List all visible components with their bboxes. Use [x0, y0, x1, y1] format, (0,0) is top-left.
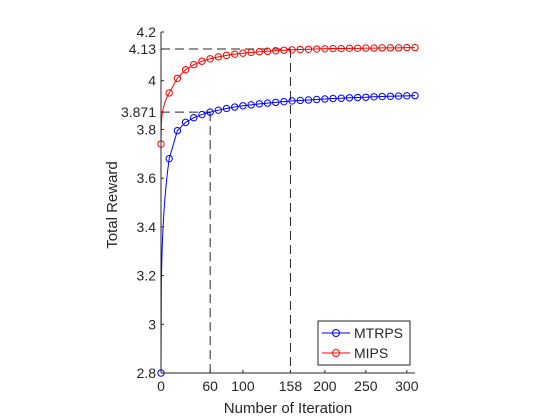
- y-tick-label-1: 3: [148, 316, 156, 332]
- series-1-point-8: [222, 51, 231, 60]
- legend-marker-1: [332, 349, 340, 357]
- series-1-point-25: [362, 44, 370, 52]
- series-1-point-14: [272, 47, 280, 55]
- y-tick-label-9: 4.2: [137, 24, 157, 40]
- series-1-point-3: [181, 66, 190, 74]
- series-0-point-29: [394, 92, 403, 100]
- series-1-point-5: [198, 57, 206, 65]
- series-0-point-22: [337, 94, 345, 102]
- x-tick-label-3: 158: [279, 378, 303, 394]
- series-0-point-10: [239, 102, 247, 110]
- series-0: [157, 91, 419, 377]
- series-0-point-14: [272, 98, 280, 107]
- series-1-point-1: [165, 89, 173, 97]
- series-0-point-9: [231, 103, 239, 111]
- series-0-point-15: [280, 97, 288, 106]
- series-layer: [157, 43, 419, 377]
- series-1-point-24: [353, 44, 362, 53]
- series-1-point-11: [247, 48, 255, 57]
- axes: [160, 32, 415, 374]
- series-0-point-21: [329, 94, 337, 103]
- series-0-point-6: [206, 108, 214, 116]
- y-tick-label-3: 3.4: [137, 219, 157, 235]
- x-tick-label-4: 200: [313, 378, 337, 394]
- y-axis-label: Total Reward: [104, 161, 121, 249]
- series-0-point-25: [362, 93, 370, 101]
- series-0-point-7: [214, 106, 223, 114]
- y-tick-label-7: 4: [148, 73, 156, 89]
- series-0-point-27: [378, 92, 386, 101]
- series-0-point-30: [403, 92, 411, 100]
- series-1-point-29: [394, 44, 403, 52]
- x-tick-label-2: 100: [231, 378, 255, 394]
- y-tick-label-5: 3.8: [137, 121, 157, 137]
- ticks: 0 60 100 158 200 250 300 2.8 3 3.2 3.4 3.6 3.83.871 4…: [121, 24, 419, 394]
- series-0-point-5: [198, 110, 206, 119]
- legend: MTRPS MIPS: [317, 320, 411, 366]
- series-0-point-4: [190, 114, 198, 122]
- series-1-point-18: [304, 45, 313, 53]
- y-tick-label-6: 3.871: [121, 104, 156, 120]
- series-0-point-1: [165, 154, 173, 163]
- x-tick-label-6: 300: [395, 378, 419, 394]
- x-tick-label-0: 0: [157, 378, 165, 394]
- series-0-point-17: [296, 96, 304, 105]
- y-tick-label-4: 3.6: [137, 170, 157, 186]
- series-0-point-28: [386, 92, 395, 101]
- series-1-point-28: [386, 44, 395, 52]
- series-1-point-13: [263, 47, 272, 55]
- series-0-point-11: [247, 101, 255, 109]
- series-0-point-12: [255, 100, 264, 108]
- y-tick-label-0: 2.8: [137, 365, 157, 381]
- reference-lines: [161, 48, 291, 373]
- series-0-point-3: [181, 118, 190, 127]
- series-1-point-31: [411, 43, 419, 52]
- y-tick-label-2: 3.2: [137, 268, 157, 284]
- series-0-point-13: [263, 99, 272, 107]
- legend-marker-0: [332, 329, 340, 337]
- series-1: [157, 43, 419, 148]
- series-1-point-12: [255, 48, 264, 56]
- x-tick-label-5: 250: [354, 378, 378, 394]
- series-0-point-19: [312, 95, 321, 104]
- series-1-point-2: [173, 74, 182, 82]
- series-0-point-2: [173, 126, 182, 135]
- x-axis-label: Number of Iteration: [224, 400, 352, 417]
- series-1-point-17: [296, 45, 304, 54]
- series-1-point-16: [288, 46, 296, 54]
- series-0-point-26: [370, 93, 378, 101]
- series-0-point-20: [321, 95, 329, 103]
- x-tick-label-1: 60: [202, 378, 218, 394]
- legend-label-0: MTRPS: [354, 325, 403, 341]
- series-1-point-26: [370, 44, 378, 52]
- series-1-point-30: [403, 43, 411, 52]
- series-0-point-8: [222, 104, 231, 113]
- series-1-point-6: [206, 55, 214, 63]
- series-1-point-9: [231, 50, 239, 58]
- series-1-point-23: [345, 44, 354, 53]
- legend-label-1: MIPS: [354, 345, 388, 361]
- series-1-point-27: [378, 44, 386, 52]
- y-tick-label-8: 4.13: [129, 41, 156, 57]
- series-0-point-23: [345, 94, 354, 102]
- series-1-point-10: [239, 49, 247, 57]
- series-1-point-19: [312, 45, 321, 53]
- series-line-1: [160, 47, 415, 145]
- series-0-point-24: [353, 93, 362, 102]
- series-0-point-31: [411, 91, 419, 100]
- series-line-0: [160, 95, 416, 374]
- series-0-point-18: [304, 96, 313, 104]
- series-1-point-22: [337, 44, 345, 53]
- series-1-point-21: [329, 44, 337, 53]
- legend-box: [317, 320, 411, 366]
- series-1-point-4: [190, 60, 198, 69]
- series-1-point-20: [321, 45, 329, 53]
- series-1-point-7: [214, 53, 223, 61]
- series-1-point-15: [280, 46, 288, 54]
- series-0-point-16: [288, 97, 296, 105]
